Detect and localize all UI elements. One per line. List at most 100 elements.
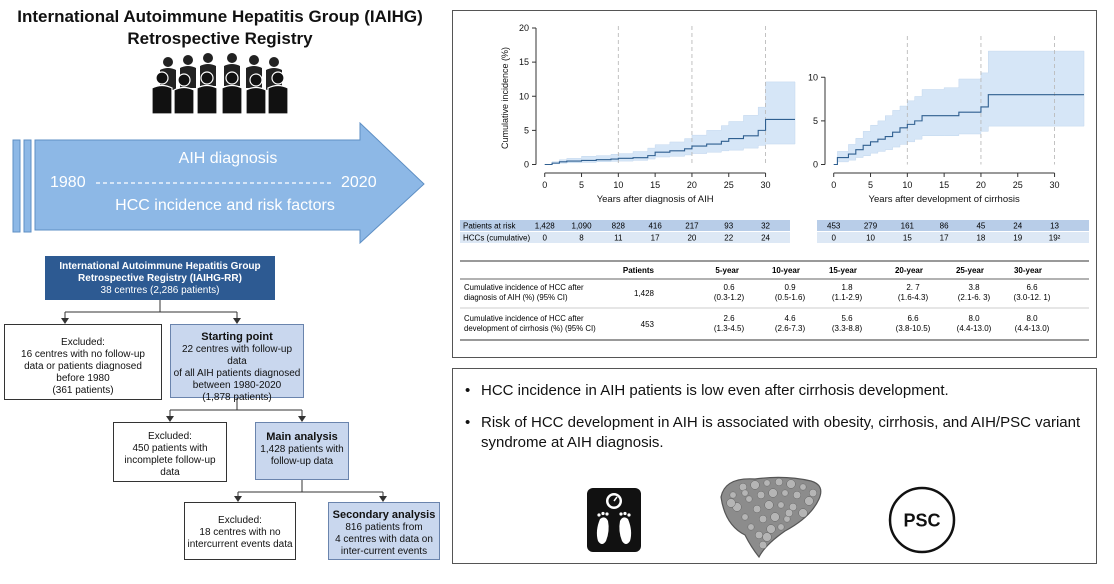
risk-hccs-aih-4: 20 bbox=[687, 234, 696, 243]
y-tick-label-10: 10 bbox=[519, 91, 529, 101]
risk-hccs-cirrhosis-6: 19² bbox=[1049, 234, 1061, 243]
row2-value-3: 6.6 bbox=[907, 314, 919, 323]
scale-icon bbox=[587, 488, 641, 552]
dashed-gridlines bbox=[617, 26, 767, 165]
x-tick-label-5: 5 bbox=[579, 180, 584, 190]
risk-hccs-cirrhosis-5: 19 bbox=[1013, 234, 1022, 243]
table-header-3: 15-year bbox=[829, 266, 857, 275]
secondary-line-1: 816 patients from bbox=[345, 522, 423, 533]
excluded1-line-5: (361 patients) bbox=[52, 385, 114, 396]
row2-label-line2: development of cirrhosis (%) (95% CI) bbox=[464, 324, 596, 333]
results-panel bbox=[452, 10, 1097, 358]
incidence-line bbox=[833, 94, 1084, 166]
excluded3-line-3: intercurrent events data bbox=[187, 539, 293, 550]
risk-hccs-cirrhosis-2: 15 bbox=[903, 234, 912, 243]
x-tick-label-30: 30 bbox=[761, 180, 771, 190]
risk-patients-aih-3: 416 bbox=[648, 222, 662, 231]
row1-value-1: 0.9 bbox=[784, 283, 796, 292]
risk-hccs-aih-0: 0 bbox=[542, 234, 547, 243]
excluded2-line-2: 450 patients with bbox=[132, 443, 208, 454]
main-line-1: 1,428 patients with bbox=[260, 444, 344, 455]
x-axis-label: Years after diagnosis of AIH bbox=[597, 194, 714, 205]
starting-line-3: between 1980-2020 bbox=[192, 380, 282, 391]
risk-patients-aih-6: 32 bbox=[761, 222, 770, 231]
row2-ci-4: (4.4-13.0) bbox=[957, 324, 992, 333]
registry-title: International Autoimmune Hepatitis Group… bbox=[0, 6, 440, 50]
table-header-5: 25-year bbox=[956, 266, 984, 275]
row1-ci-0: (0.3-1.2) bbox=[714, 293, 745, 302]
risk-hccs-cirrhosis-3: 17 bbox=[940, 234, 949, 243]
x-axis-label: Years after development of cirrhosis bbox=[869, 194, 1020, 205]
flow-connectors bbox=[61, 300, 387, 502]
aih-diagnosis-label: AIH diagnosis bbox=[178, 150, 278, 167]
y-tick-label-0: 0 bbox=[813, 160, 818, 170]
row2-ci-3: (3.8-10.5) bbox=[896, 324, 931, 333]
starting-line-4: (1,878 patients) bbox=[202, 392, 272, 403]
risk-patients-cirrhosis-3: 86 bbox=[940, 222, 949, 231]
incidence-line bbox=[544, 118, 795, 166]
main-analysis-box: Main analysis 1,428 patients with follow… bbox=[255, 422, 349, 480]
risk-patients-cirrhosis-0: 453 bbox=[827, 222, 841, 231]
secondary-analysis-box: Secondary analysis 816 patients from 4 c… bbox=[328, 502, 440, 560]
row2-label-line1: Cumulative incidence of HCC after bbox=[464, 314, 584, 323]
starting-line-1: 22 centres with follow-up data bbox=[181, 344, 293, 367]
y-axis-label: Cumulative incidence (%) bbox=[500, 47, 510, 149]
x-tick-label-0: 0 bbox=[831, 180, 836, 190]
row2-ci-2: (3.3-8.8) bbox=[832, 324, 863, 333]
risk-row-2-label: HCCs (cumulative) bbox=[463, 234, 530, 243]
bullet-1-text: HCC incidence in AIH patients is low eve… bbox=[481, 382, 949, 399]
row2-value-1: 4.6 bbox=[784, 314, 796, 323]
row1-value-2: 1.8 bbox=[841, 283, 853, 292]
risk-hccs-aih-6: 24 bbox=[761, 234, 770, 243]
x-tick-label-10: 10 bbox=[902, 180, 912, 190]
title-line-1: International Autoimmune Hepatitis Group… bbox=[17, 7, 423, 26]
row1-ci-2: (1.1-2.9) bbox=[832, 293, 863, 302]
excluded1-line-2: 16 centres with no follow-up bbox=[21, 349, 145, 360]
excluded-box-3: Excluded: 18 centres with no intercurren… bbox=[184, 502, 296, 560]
hcc-incidence-label: HCC incidence and risk factors bbox=[115, 197, 335, 214]
bullet-2-line-1: Risk of HCC development in AIH is associ… bbox=[481, 414, 1081, 431]
risk-hccs-aih-2: 11 bbox=[614, 234, 623, 243]
starting-title: Starting point bbox=[201, 331, 273, 343]
row1-value-0: 0.6 bbox=[723, 283, 735, 292]
secondary-line-2: 4 centres with data on bbox=[335, 534, 433, 545]
excluded2-line-3: incomplete follow-up bbox=[124, 455, 216, 466]
risk-hccs-aih-3: 17 bbox=[651, 234, 660, 243]
main-line-2: follow-up data bbox=[270, 456, 334, 467]
people-crowd-icon bbox=[151, 53, 289, 114]
risk-hccs-aih-5: 22 bbox=[724, 234, 733, 243]
bullet-2-line-2: syndrome at AIH diagnosis. bbox=[481, 434, 664, 451]
timeline-arrow bbox=[12, 122, 425, 244]
table-header-2: 10-year bbox=[772, 266, 800, 275]
risk-patients-cirrhosis-5: 24 bbox=[1013, 222, 1022, 231]
row2-value-4: 8.0 bbox=[968, 314, 980, 323]
risk-patients-aih-0: 1,428 bbox=[535, 222, 556, 231]
excluded-box-2: Excluded: 450 patients with incomplete f… bbox=[113, 422, 227, 482]
excluded3-line-2: 18 centres with no bbox=[199, 527, 281, 538]
risk-patients-aih-5: 93 bbox=[724, 222, 733, 231]
excluded2-line-1: Excluded: bbox=[148, 431, 192, 442]
starting-point-box: Starting point 22 centres with follow-up… bbox=[170, 324, 304, 403]
row2-ci-1: (2.6-7.3) bbox=[775, 324, 806, 333]
excluded1-line-4: before 1980 bbox=[56, 373, 110, 384]
psc-icon: PSC bbox=[888, 486, 956, 554]
x-tick-label-25: 25 bbox=[1013, 180, 1023, 190]
secondary-title: Secondary analysis bbox=[332, 509, 436, 521]
registry-box: International Autoimmune Hepatitis Group… bbox=[45, 256, 275, 300]
y-tick-label-5: 5 bbox=[524, 125, 529, 135]
risk-hccs-cirrhosis-1: 10 bbox=[866, 234, 875, 243]
row1-ci-5: (3.0-12. 1) bbox=[1014, 293, 1051, 302]
risk-hccs-aih-1: 8 bbox=[579, 234, 584, 243]
year-start-label: 1980 bbox=[50, 174, 86, 191]
excluded3-line-1: Excluded: bbox=[218, 515, 262, 526]
y-tick-label-20: 20 bbox=[519, 23, 529, 33]
cirrhotic-liver-icon bbox=[720, 476, 822, 559]
row1-ci-3: (1.6-4.3) bbox=[898, 293, 929, 302]
starting-line-2: of all AIH patients diagnosed bbox=[173, 368, 301, 379]
registry-line-3: 38 centres (2,286 patients) bbox=[100, 285, 220, 296]
excluded-box-1: Excluded: 16 centres with no follow-up d… bbox=[4, 324, 162, 400]
risk-patients-cirrhosis-2: 161 bbox=[901, 222, 915, 231]
row2-value-5: 8.0 bbox=[1026, 314, 1038, 323]
psc-label: PSC bbox=[903, 511, 940, 531]
title-line-2: Retrospective Registry bbox=[127, 29, 313, 48]
